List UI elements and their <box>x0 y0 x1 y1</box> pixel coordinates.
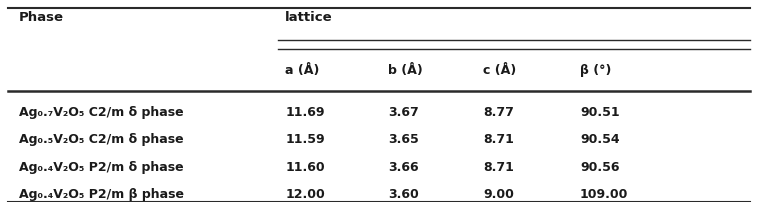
Text: 11.60: 11.60 <box>285 160 325 173</box>
Text: a (Å): a (Å) <box>285 64 320 77</box>
Text: b (Å): b (Å) <box>388 64 423 77</box>
Text: 9.00: 9.00 <box>483 187 514 200</box>
Text: 8.71: 8.71 <box>483 133 514 145</box>
Text: Ag₀.₇V₂O₅ C2/m δ phase: Ag₀.₇V₂O₅ C2/m δ phase <box>19 105 183 118</box>
Text: 90.51: 90.51 <box>580 105 619 118</box>
Text: Ag₀.₄V₂O₅ P2/m β phase: Ag₀.₄V₂O₅ P2/m β phase <box>19 187 184 200</box>
Text: 90.54: 90.54 <box>580 133 619 145</box>
Text: Phase: Phase <box>19 11 64 24</box>
Text: 3.65: 3.65 <box>388 133 419 145</box>
Text: 11.59: 11.59 <box>285 133 325 145</box>
Text: 11.69: 11.69 <box>285 105 325 118</box>
Text: β (°): β (°) <box>580 64 611 77</box>
Text: 3.66: 3.66 <box>388 160 419 173</box>
Text: Ag₀.₄V₂O₅ P2/m δ phase: Ag₀.₄V₂O₅ P2/m δ phase <box>19 160 183 173</box>
Text: 3.60: 3.60 <box>388 187 419 200</box>
Text: c (Å): c (Å) <box>483 64 517 77</box>
Text: 90.56: 90.56 <box>580 160 619 173</box>
Text: lattice: lattice <box>285 11 333 24</box>
Text: 8.77: 8.77 <box>483 105 514 118</box>
Text: 3.67: 3.67 <box>388 105 419 118</box>
Text: 109.00: 109.00 <box>580 187 629 200</box>
Text: Ag₀.₅V₂O₅ C2/m δ phase: Ag₀.₅V₂O₅ C2/m δ phase <box>19 133 183 145</box>
Text: 8.71: 8.71 <box>483 160 514 173</box>
Text: 12.00: 12.00 <box>285 187 325 200</box>
